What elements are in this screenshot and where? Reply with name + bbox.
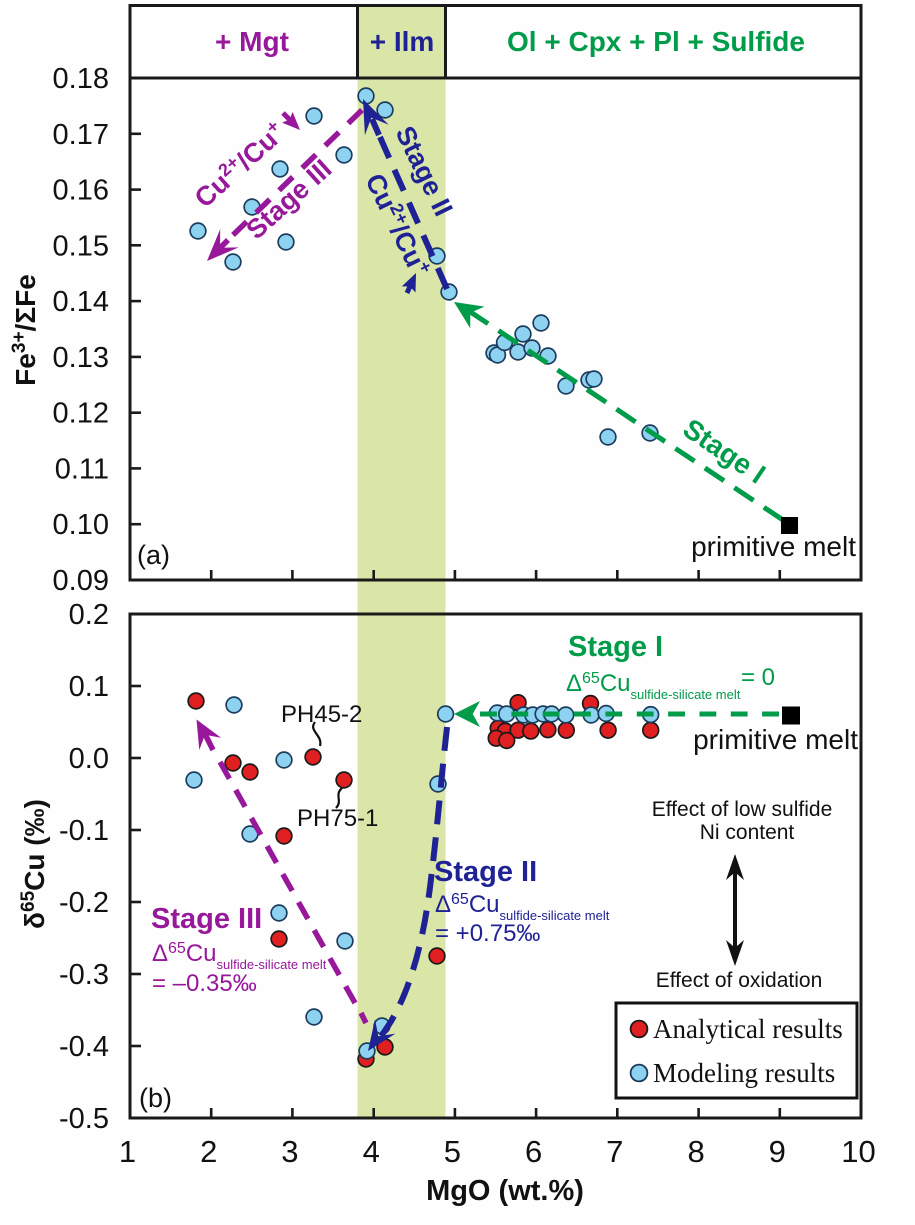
svg-text:0.14: 0.14 [53, 286, 109, 318]
svg-text:0.1: 0.1 [69, 671, 109, 703]
svg-text:0.13: 0.13 [53, 342, 109, 374]
svg-text:1: 1 [119, 1134, 136, 1169]
svg-text:6: 6 [525, 1134, 542, 1169]
svg-text:Stage III: Stage III [151, 903, 262, 935]
svg-text:7: 7 [606, 1134, 623, 1169]
svg-text:= 0: = 0 [741, 664, 775, 691]
svg-text:0.09: 0.09 [53, 565, 109, 597]
svg-text:Stage I: Stage I [568, 631, 663, 663]
svg-text:9: 9 [769, 1134, 786, 1169]
svg-text:Ol + Cpx + Pl + Sulfide: Ol + Cpx + Pl + Sulfide [507, 26, 805, 57]
svg-text:(a): (a) [137, 540, 170, 570]
svg-text:Modeling results: Modeling results [653, 1058, 835, 1088]
svg-text:-0.5: -0.5 [59, 1103, 109, 1135]
svg-text:5: 5 [444, 1134, 461, 1169]
svg-text:= –0.35‰: = –0.35‰ [152, 970, 257, 997]
svg-text:0.17: 0.17 [53, 119, 109, 151]
svg-text:Analytical results: Analytical results [653, 1014, 843, 1044]
svg-text:-0.1: -0.1 [59, 815, 109, 847]
svg-text:+ Mgt: + Mgt [215, 26, 289, 57]
svg-text:0.2: 0.2 [69, 599, 109, 631]
svg-text:0.0: 0.0 [69, 743, 109, 775]
svg-text:Ni content: Ni content [700, 821, 795, 844]
svg-text:+ Ilm: + Ilm [370, 26, 435, 57]
svg-text:10: 10 [841, 1134, 875, 1169]
svg-text:-0.3: -0.3 [59, 959, 109, 991]
svg-text:= +0.75‰: = +0.75‰ [435, 920, 540, 947]
svg-text:0.11: 0.11 [55, 453, 109, 485]
svg-text:4: 4 [363, 1134, 380, 1169]
svg-text:Fe3+/ΣFe: Fe3+/ΣFe [9, 274, 42, 386]
svg-text:Stage II: Stage II [434, 856, 537, 888]
svg-text:-0.2: -0.2 [59, 887, 109, 919]
svg-text:0.12: 0.12 [53, 398, 109, 430]
svg-text:2: 2 [200, 1134, 217, 1169]
svg-text:3: 3 [281, 1134, 298, 1169]
svg-text:0.18: 0.18 [53, 63, 109, 95]
svg-text:0.16: 0.16 [53, 175, 109, 207]
svg-text:Effect of low sulfide: Effect of low sulfide [652, 798, 833, 821]
svg-text:primitive melt: primitive melt [693, 724, 858, 755]
svg-text:8: 8 [687, 1134, 704, 1169]
svg-text:primitive melt: primitive melt [691, 531, 856, 562]
svg-text:Effect of oxidation: Effect of oxidation [656, 969, 823, 992]
svg-text:-0.4: -0.4 [59, 1031, 109, 1063]
svg-text:PH75-1: PH75-1 [297, 805, 378, 832]
svg-text:δ65Cu (‰): δ65Cu (‰) [18, 799, 51, 929]
svg-text:PH45-2: PH45-2 [281, 701, 362, 728]
svg-text:0.15: 0.15 [53, 230, 109, 262]
svg-text:MgO (wt.%): MgO (wt.%) [426, 1175, 584, 1207]
svg-text:(b): (b) [139, 1083, 172, 1113]
svg-text:0.10: 0.10 [53, 509, 109, 541]
